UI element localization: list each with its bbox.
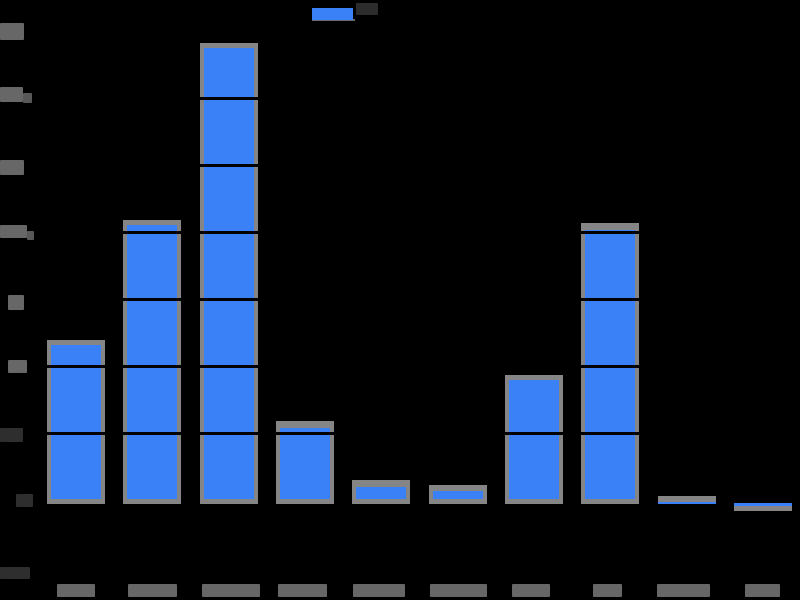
- bar-fill: [509, 380, 559, 499]
- bar-fill: [51, 345, 101, 499]
- gridline: [40, 30, 800, 33]
- bar-fill: [127, 225, 177, 499]
- legend-swatch-edge: [312, 19, 355, 21]
- y-tick-blob: [0, 23, 24, 40]
- bar-edge: [734, 506, 792, 511]
- x-tick-blob: [430, 584, 487, 597]
- y-tick-blob-tail: [23, 93, 32, 103]
- y-tick-blob-tail: [27, 231, 34, 240]
- x-tick-blob: [57, 584, 95, 597]
- bar-fill: [433, 491, 483, 499]
- x-tick-blob: [353, 584, 405, 597]
- y-tick-blob: [0, 160, 24, 175]
- gridline: [40, 432, 800, 435]
- x-tick-blob: [745, 584, 780, 597]
- bar-fill: [280, 428, 330, 499]
- x-tick-blob: [278, 584, 327, 597]
- legend-swatch: [312, 8, 353, 20]
- bar-fill: [585, 230, 635, 499]
- y-tick-blob: [8, 360, 27, 373]
- gridline: [40, 97, 800, 100]
- gridline: [40, 164, 800, 167]
- y-tick-blob: [8, 295, 24, 310]
- bar-fill: [204, 48, 254, 499]
- bar-fill: [658, 502, 716, 504]
- gridline: [40, 298, 800, 301]
- legend-text-blob: [356, 3, 378, 15]
- x-tick-blob: [512, 584, 550, 597]
- bar-edge: [658, 496, 716, 502]
- y-tick-blob: [0, 428, 23, 442]
- x-tick-blob: [657, 584, 710, 597]
- bar-fill: [356, 487, 406, 499]
- x-tick-blob: [593, 584, 622, 597]
- x-tick-blob: [128, 584, 177, 597]
- y-tick-blob: [0, 87, 23, 102]
- x-tick-blob: [202, 584, 260, 597]
- y-tick-blob: [0, 225, 27, 238]
- y-tick-blob: [0, 567, 30, 579]
- gridline: [40, 231, 800, 234]
- y-tick-blob: [16, 494, 33, 507]
- bar-fill: [734, 503, 792, 506]
- gridline: [40, 365, 800, 368]
